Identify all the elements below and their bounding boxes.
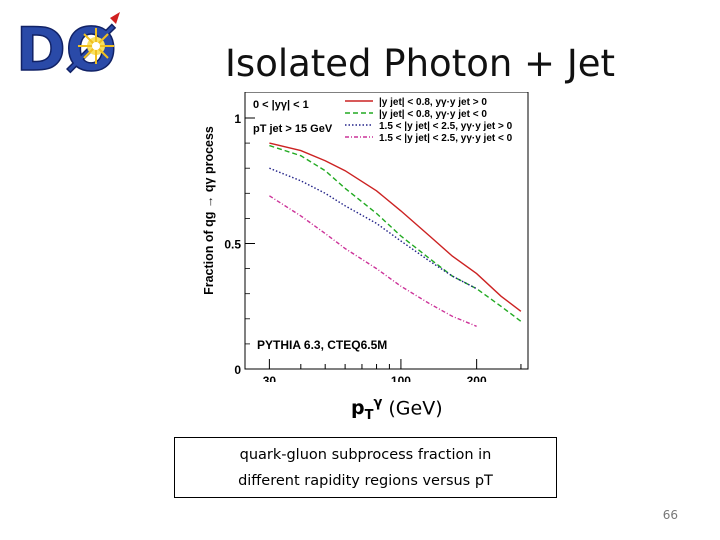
y-tick-label: 0 <box>234 363 241 377</box>
x-tick-label: 30 <box>263 374 277 382</box>
x-axis-symbol: p <box>351 397 365 420</box>
series-line <box>269 142 522 312</box>
d0-logo: DØ <box>10 8 135 80</box>
cut-label-rapidity: 0 < |yγ| < 1 <box>253 99 309 111</box>
x-axis-title: pTγ (GeV) <box>351 396 443 423</box>
legend-label: 1.5 < |y jet| < 2.5, yγ·y jet < 0 <box>379 133 513 144</box>
caption-line-2: different rapidity regions versus pT <box>238 473 493 489</box>
y-axis-title: Fraction of qg → qγ process <box>202 126 216 295</box>
caption-box: quark-gluon subprocess fraction in diffe… <box>174 437 557 498</box>
y-tick-label: 1 <box>234 112 241 126</box>
legend-label: |y jet| < 0.8, yγ·y jet < 0 <box>379 109 487 120</box>
slide-title: Isolated Photon + Jet <box>225 42 615 85</box>
x-axis-subscript: T <box>364 408 374 424</box>
pythia-annotation: PYTHIA 6.3, CTEQ6.5M <box>257 338 387 352</box>
series-line <box>269 195 477 327</box>
qg-fraction-chart: 0 0.5 1 30 100 200 Fraction of qg → qγ process… <box>202 92 529 382</box>
series-line <box>269 144 522 322</box>
caption-line-1: quark-gluon subprocess fraction in <box>239 447 492 463</box>
legend-label: |y jet| < 0.8, yγ·y jet > 0 <box>379 97 487 108</box>
x-tick-label: 100 <box>391 374 411 382</box>
x-axis-unit: (GeV) <box>388 397 443 420</box>
page-number: 66 <box>662 508 678 522</box>
x-tick-label: 200 <box>467 374 487 382</box>
x-axis-superscript: γ <box>373 396 383 411</box>
cut-label-pt: pT jet > 15 GeV <box>253 123 333 135</box>
legend-label: 1.5 < |y jet| < 2.5, yγ·y jet > 0 <box>379 121 513 132</box>
y-tick-label: 0.5 <box>224 238 241 252</box>
series-line <box>269 167 477 290</box>
